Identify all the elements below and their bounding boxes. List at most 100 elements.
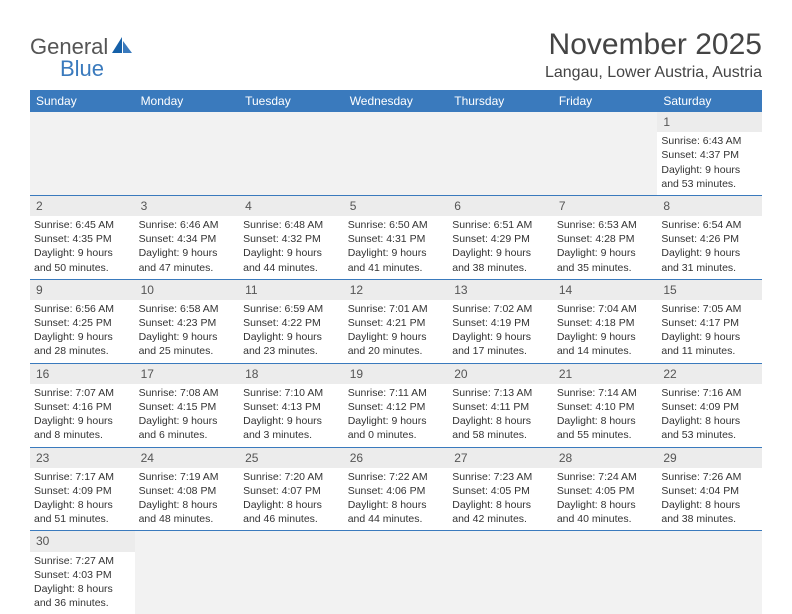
daylight-line: Daylight: 8 hours and 55 minutes. <box>557 414 654 442</box>
day-detail-cell <box>135 552 240 614</box>
month-title: November 2025 <box>545 28 762 62</box>
day-number-cell: 21 <box>553 363 658 384</box>
sunset-line: Sunset: 4:08 PM <box>139 484 236 498</box>
day-detail-cell: Sunrise: 7:26 AMSunset: 4:04 PMDaylight:… <box>657 468 762 531</box>
daylight-line: Daylight: 9 hours and 25 minutes. <box>139 330 236 358</box>
sunset-line: Sunset: 4:35 PM <box>34 232 131 246</box>
sunrise-line: Sunrise: 7:14 AM <box>557 386 654 400</box>
day-number-cell: 29 <box>657 447 762 468</box>
sunset-line: Sunset: 4:09 PM <box>661 400 758 414</box>
sunrise-line: Sunrise: 7:27 AM <box>34 554 131 568</box>
title-block: November 2025 Langau, Lower Austria, Aus… <box>545 28 762 82</box>
daylight-line: Daylight: 9 hours and 0 minutes. <box>348 414 445 442</box>
week-daynum-row: 23242526272829 <box>30 447 762 468</box>
day-detail-cell: Sunrise: 6:54 AMSunset: 4:26 PMDaylight:… <box>657 216 762 279</box>
sunrise-line: Sunrise: 7:02 AM <box>452 302 549 316</box>
day-detail-cell: Sunrise: 7:13 AMSunset: 4:11 PMDaylight:… <box>448 384 553 447</box>
day-number-cell <box>553 112 658 132</box>
sunrise-line: Sunrise: 7:01 AM <box>348 302 445 316</box>
daylight-line: Daylight: 8 hours and 36 minutes. <box>34 582 131 610</box>
day-detail-cell <box>344 132 449 195</box>
sunrise-line: Sunrise: 6:46 AM <box>139 218 236 232</box>
day-header: Thursday <box>448 90 553 112</box>
day-number-cell: 11 <box>239 279 344 300</box>
day-number-cell: 3 <box>135 195 240 216</box>
daylight-line: Daylight: 9 hours and 8 minutes. <box>34 414 131 442</box>
day-number-cell: 27 <box>448 447 553 468</box>
day-number-cell: 28 <box>553 447 658 468</box>
sunrise-line: Sunrise: 6:58 AM <box>139 302 236 316</box>
day-number-cell: 25 <box>239 447 344 468</box>
day-number-cell <box>344 112 449 132</box>
sunrise-line: Sunrise: 6:53 AM <box>557 218 654 232</box>
day-detail-cell: Sunrise: 6:50 AMSunset: 4:31 PMDaylight:… <box>344 216 449 279</box>
daylight-line: Daylight: 8 hours and 53 minutes. <box>661 414 758 442</box>
daylight-line: Daylight: 9 hours and 14 minutes. <box>557 330 654 358</box>
day-number-cell <box>448 531 553 552</box>
day-number-cell: 20 <box>448 363 553 384</box>
day-detail-cell: Sunrise: 7:22 AMSunset: 4:06 PMDaylight:… <box>344 468 449 531</box>
daylight-line: Daylight: 9 hours and 50 minutes. <box>34 246 131 274</box>
daylight-line: Daylight: 9 hours and 17 minutes. <box>452 330 549 358</box>
calendar-body: 1Sunrise: 6:43 AMSunset: 4:37 PMDaylight… <box>30 112 762 614</box>
daylight-line: Daylight: 8 hours and 46 minutes. <box>243 498 340 526</box>
day-detail-cell <box>135 132 240 195</box>
day-detail-cell: Sunrise: 7:11 AMSunset: 4:12 PMDaylight:… <box>344 384 449 447</box>
day-header: Wednesday <box>344 90 449 112</box>
day-number-cell: 30 <box>30 531 135 552</box>
sunrise-line: Sunrise: 7:10 AM <box>243 386 340 400</box>
day-header: Friday <box>553 90 658 112</box>
day-number-cell: 14 <box>553 279 658 300</box>
daylight-line: Daylight: 9 hours and 31 minutes. <box>661 246 758 274</box>
sunset-line: Sunset: 4:13 PM <box>243 400 340 414</box>
day-detail-cell: Sunrise: 7:04 AMSunset: 4:18 PMDaylight:… <box>553 300 658 363</box>
day-number-cell: 5 <box>344 195 449 216</box>
sunset-line: Sunset: 4:05 PM <box>452 484 549 498</box>
day-number-cell: 18 <box>239 363 344 384</box>
day-detail-cell <box>448 552 553 614</box>
day-number-cell: 16 <box>30 363 135 384</box>
daylight-line: Daylight: 8 hours and 44 minutes. <box>348 498 445 526</box>
sunrise-line: Sunrise: 6:48 AM <box>243 218 340 232</box>
sunset-line: Sunset: 4:32 PM <box>243 232 340 246</box>
daylight-line: Daylight: 9 hours and 44 minutes. <box>243 246 340 274</box>
day-number-cell: 23 <box>30 447 135 468</box>
sunset-line: Sunset: 4:22 PM <box>243 316 340 330</box>
day-number-cell: 12 <box>344 279 449 300</box>
day-detail-cell: Sunrise: 6:45 AMSunset: 4:35 PMDaylight:… <box>30 216 135 279</box>
daylight-line: Daylight: 8 hours and 48 minutes. <box>139 498 236 526</box>
sunset-line: Sunset: 4:07 PM <box>243 484 340 498</box>
day-number-cell <box>448 112 553 132</box>
daylight-line: Daylight: 9 hours and 53 minutes. <box>661 163 758 191</box>
sunset-line: Sunset: 4:03 PM <box>34 568 131 582</box>
day-detail-cell: Sunrise: 7:17 AMSunset: 4:09 PMDaylight:… <box>30 468 135 531</box>
sunset-line: Sunset: 4:21 PM <box>348 316 445 330</box>
day-detail-cell: Sunrise: 7:07 AMSunset: 4:16 PMDaylight:… <box>30 384 135 447</box>
week-detail-row: Sunrise: 7:27 AMSunset: 4:03 PMDaylight:… <box>30 552 762 614</box>
sunset-line: Sunset: 4:10 PM <box>557 400 654 414</box>
daylight-line: Daylight: 9 hours and 20 minutes. <box>348 330 445 358</box>
day-number-cell <box>657 531 762 552</box>
day-number-cell <box>553 531 658 552</box>
sunset-line: Sunset: 4:25 PM <box>34 316 131 330</box>
sunset-line: Sunset: 4:12 PM <box>348 400 445 414</box>
daylight-line: Daylight: 9 hours and 11 minutes. <box>661 330 758 358</box>
day-detail-cell: Sunrise: 6:59 AMSunset: 4:22 PMDaylight:… <box>239 300 344 363</box>
day-detail-cell <box>239 132 344 195</box>
sunrise-line: Sunrise: 6:59 AM <box>243 302 340 316</box>
day-detail-cell: Sunrise: 7:23 AMSunset: 4:05 PMDaylight:… <box>448 468 553 531</box>
day-number-cell <box>135 531 240 552</box>
sunrise-line: Sunrise: 7:22 AM <box>348 470 445 484</box>
daylight-line: Daylight: 9 hours and 47 minutes. <box>139 246 236 274</box>
sunrise-line: Sunrise: 6:54 AM <box>661 218 758 232</box>
sunset-line: Sunset: 4:26 PM <box>661 232 758 246</box>
week-detail-row: Sunrise: 7:07 AMSunset: 4:16 PMDaylight:… <box>30 384 762 447</box>
day-detail-cell: Sunrise: 6:46 AMSunset: 4:34 PMDaylight:… <box>135 216 240 279</box>
day-detail-cell: Sunrise: 7:14 AMSunset: 4:10 PMDaylight:… <box>553 384 658 447</box>
day-header: Tuesday <box>239 90 344 112</box>
sunrise-line: Sunrise: 7:23 AM <box>452 470 549 484</box>
day-detail-cell: Sunrise: 7:08 AMSunset: 4:15 PMDaylight:… <box>135 384 240 447</box>
day-header: Monday <box>135 90 240 112</box>
day-number-cell <box>344 531 449 552</box>
week-daynum-row: 16171819202122 <box>30 363 762 384</box>
